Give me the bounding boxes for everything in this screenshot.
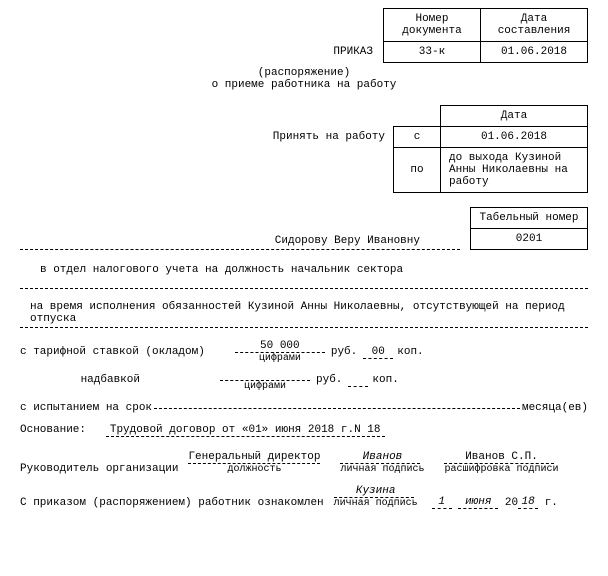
doc-date: 01.06.2018	[481, 42, 588, 63]
addon-label: надбавкой	[20, 374, 140, 386]
ack-sig-sub: личная подпись	[334, 498, 418, 509]
duty-text: на время исполнения обязанностей Кузиной…	[20, 301, 588, 325]
hire-s-value: 01.06.2018	[441, 127, 588, 148]
sign-position-sub: должность	[188, 464, 320, 475]
col-doc-number: Номер документа	[384, 9, 481, 42]
salary-kop: 00	[363, 346, 393, 358]
col-doc-date: Дата составления	[481, 9, 588, 42]
sign-sig: Иванов	[340, 451, 424, 463]
subtitle-2: о приеме работника на работу	[20, 79, 588, 91]
dept-text: в отдел налогового учета на должность на…	[20, 264, 588, 276]
doc-number: 33-к	[384, 42, 481, 63]
trial-label: с испытанием на срок	[20, 402, 152, 414]
ack-year: 18	[518, 496, 538, 509]
subtitle-1: (распоряжение)	[20, 67, 588, 79]
sign-sig-sub: личная подпись	[340, 464, 424, 475]
sign-position: Генеральный директор	[188, 451, 320, 463]
head-label: Руководитель организации	[20, 463, 178, 475]
ack-month: июня	[458, 496, 498, 509]
hire-po-value: до выхода Кузиной Анны Николаевны на раб…	[441, 148, 588, 193]
person-name: Сидорову Веру Ивановну	[20, 235, 460, 247]
basis-text: Трудовой договор от «01» июня 2018 г.N 1…	[106, 424, 385, 437]
kop-label-2: коп.	[372, 374, 398, 386]
rub-label-1: руб.	[331, 346, 357, 358]
hire-s: с	[394, 127, 441, 148]
salary-digits-2: цифрами	[220, 381, 310, 392]
hire-label: Принять на работу	[265, 127, 394, 148]
salary-digits-1: цифрами	[235, 353, 325, 364]
salary-label: с тарифной ставкой (окладом)	[20, 346, 205, 358]
header-table: Номер документа Дата составления ПРИКАЗ …	[325, 8, 588, 63]
ack-year-prefix: 20	[505, 497, 518, 509]
sign-decoded-sub: расшифровка подписи	[444, 464, 558, 475]
salary-rub: 50 000	[235, 340, 325, 352]
rub-label-2: руб.	[316, 374, 342, 386]
hire-date-header: Дата	[441, 106, 588, 127]
hire-po: по	[394, 148, 441, 193]
ack-day: 1	[432, 496, 452, 509]
tab-value: 0201	[471, 229, 588, 250]
trial-unit: месяца(ев)	[522, 402, 588, 414]
ack-sig: Кузина	[334, 485, 418, 497]
tab-header: Табельный номер	[471, 208, 588, 229]
tab-number-table: Табельный номер 0201	[470, 207, 588, 250]
ack-label: С приказом (распоряжением) работник озна…	[20, 497, 324, 509]
sign-decoded: Иванов С.П.	[444, 451, 558, 463]
basis-label: Основание:	[20, 424, 86, 436]
kop-label-1: коп.	[397, 346, 423, 358]
ack-year-suffix: г.	[545, 497, 558, 509]
prikaz-label: ПРИКАЗ	[325, 42, 383, 63]
hire-table: Дата Принять на работу с 01.06.2018 по д…	[265, 105, 588, 193]
